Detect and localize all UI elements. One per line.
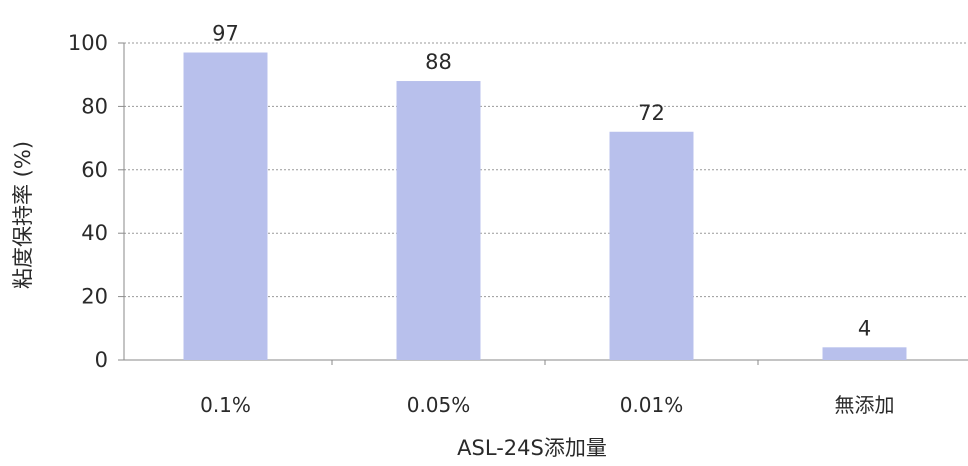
- x-category-label-0: 0.1%: [200, 393, 251, 417]
- y-tick-label: 40: [81, 221, 108, 245]
- data-label-3: 4: [858, 316, 871, 340]
- x-category-label-1: 0.05%: [407, 393, 471, 417]
- x-axis-title: ASL-24S添加量: [457, 436, 607, 460]
- x-category-label-3: 無添加: [835, 393, 895, 417]
- y-tick-label: 0: [95, 348, 108, 372]
- bars: [183, 52, 907, 360]
- y-tick-label: 80: [81, 94, 108, 118]
- bar-0: [183, 52, 268, 360]
- labels: 0 20 40 60 80 100 97 0.1% 88 0.05% 72 0.01% 4 無添加: [68, 22, 895, 417]
- x-category-label-2: 0.01%: [620, 393, 684, 417]
- bar-3: [822, 347, 907, 360]
- y-axis-title: 粘度保持率 (%): [11, 141, 35, 289]
- y-tick-label: 20: [81, 285, 108, 309]
- y-tick-label: 100: [68, 31, 108, 55]
- data-label-1: 88: [425, 50, 452, 74]
- bar-2: [609, 131, 694, 360]
- y-tick-label: 60: [81, 158, 108, 182]
- bar-1: [396, 81, 481, 360]
- data-label-0: 97: [212, 22, 239, 46]
- data-label-2: 72: [638, 101, 665, 125]
